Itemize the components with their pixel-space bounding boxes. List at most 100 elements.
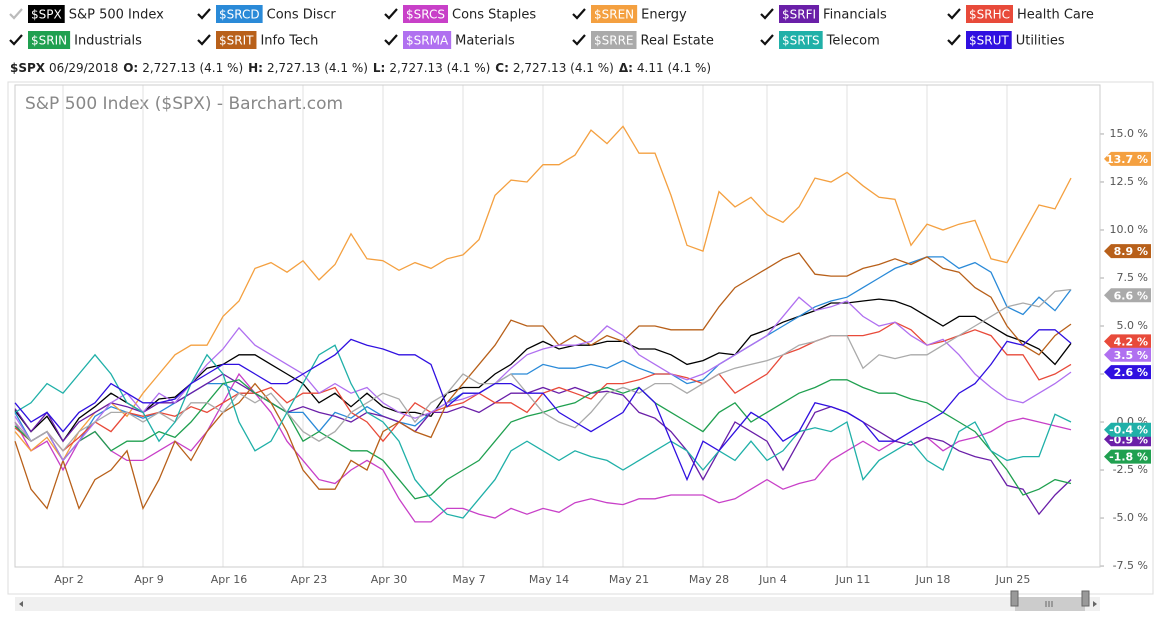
series-line [14, 125, 1072, 462]
legend-label: Info Tech [260, 34, 318, 49]
x-tick-label: Apr 9 [134, 573, 164, 586]
end-value-label: 3.5 % [1114, 349, 1148, 362]
checkbox[interactable] [9, 34, 23, 46]
ticker-box [966, 31, 1012, 49]
checkbox[interactable] [760, 8, 774, 20]
y-tick-label: 10.0 % [1110, 223, 1148, 236]
end-value-tag [1104, 347, 1151, 362]
ticker: $SRMA [406, 34, 449, 48]
field-key: Δ: [619, 61, 633, 75]
ticker-box [779, 5, 820, 23]
field-value: 4.11 (4.1 %) [637, 61, 711, 75]
checkbox[interactable] [384, 34, 398, 46]
legend-item[interactable]: $SRIT Info Tech [197, 31, 318, 49]
y-tick-label: 7.5 % [1117, 271, 1148, 284]
end-value-label: 4.2 % [1114, 335, 1148, 348]
ticker: $SREN [594, 8, 634, 22]
ticker-box [28, 31, 71, 49]
x-tick-label: May 21 [609, 573, 649, 586]
field-value: 2,727.13 (4.1 %) [513, 61, 614, 75]
scroll-grip [1045, 601, 1053, 607]
checkbox[interactable] [947, 8, 961, 20]
end-value-tag [1104, 422, 1151, 437]
checkbox[interactable] [947, 34, 961, 46]
x-tick-label: Apr 16 [211, 573, 248, 586]
ticker: $SRUT [969, 34, 1009, 48]
legend-item[interactable]: $SRUT Utilities [947, 31, 1065, 49]
chart-title: S&P 500 Index ($SPX) - Barchart.com [25, 94, 343, 114]
checkbox[interactable] [760, 34, 774, 46]
legend-label: Materials [455, 34, 515, 49]
y-tick-label: -2.5 % [1113, 463, 1148, 476]
legend-item[interactable]: $SRTS Telecom [760, 31, 880, 49]
end-value-label: 13.7 % [1106, 153, 1148, 166]
legend-label: Utilities [1016, 34, 1065, 49]
legend-label: Cons Staples [452, 8, 536, 23]
legend-item[interactable]: $SRCD Cons Discr [197, 5, 337, 23]
series-line [14, 329, 1072, 482]
scrollbar[interactable] [15, 597, 1100, 611]
scroll-handle[interactable] [1010, 590, 1019, 607]
legend-item[interactable]: $SRFI Financials [760, 5, 887, 23]
scroll-handle[interactable] [1081, 590, 1090, 607]
checkbox[interactable] [384, 8, 398, 20]
field-value: 2,727.13 (4.1 %) [389, 61, 490, 75]
checkbox[interactable] [197, 8, 211, 20]
field-value: 2,727.13 (4.1 %) [142, 61, 243, 75]
legend-item[interactable]: $SRHC Health Care [947, 5, 1094, 23]
plot-border [14, 84, 1101, 568]
scroll-right[interactable] [1093, 601, 1097, 607]
legend-label: Cons Discr [267, 8, 337, 23]
series-line [14, 288, 1072, 452]
end-value-label: -1.8 % [1109, 451, 1148, 464]
x-tick-label: Apr 30 [371, 573, 408, 586]
field-key: C: [495, 61, 509, 75]
end-value-label: 6.6 % [1114, 289, 1148, 302]
ticker-box [403, 31, 452, 49]
end-value-tag [1104, 334, 1151, 349]
scroll-left[interactable] [19, 601, 23, 607]
x-tick-label: May 14 [529, 573, 569, 586]
ticker: $SPX [31, 8, 62, 22]
legend-item[interactable]: $SPX S&P 500 Index [9, 5, 164, 23]
x-tick-label: Jun 18 [915, 573, 951, 586]
field-key: L: [373, 61, 385, 75]
ticker: $SRIT [219, 34, 254, 48]
ticker-box [591, 5, 638, 23]
scroll-thumb[interactable] [1015, 597, 1085, 611]
chart-frame [7, 81, 1154, 595]
plot: 15.0 %12.5 %10.0 %7.5 %5.0 %2.5 %0.0 %-2… [14, 84, 1151, 586]
quote-header: $SPX 06/29/2018 O: 2,727.13 (4.1 %) H: 2,727.… [10, 61, 711, 75]
legend-label: Industrials [74, 34, 142, 49]
y-tick-label: -5.0 % [1113, 511, 1148, 524]
ticker-box [216, 5, 263, 23]
legend-item[interactable]: $SRRE Real Estate [572, 31, 714, 49]
checkbox[interactable] [572, 8, 586, 20]
y-tick-label: -7.5 % [1113, 559, 1148, 572]
checkbox[interactable] [572, 34, 586, 46]
end-value-tag [1104, 449, 1151, 464]
ticker: $SRCS [406, 8, 445, 22]
legend-label: Energy [641, 8, 687, 23]
date: 06/29/2018 [49, 61, 118, 75]
checkbox[interactable] [197, 34, 211, 46]
legend-item[interactable]: $SREN Energy [572, 5, 687, 23]
ticker: $SRIN [31, 34, 67, 48]
y-tick-label: 5.0 % [1117, 319, 1148, 332]
end-value-label: 2.6 % [1114, 366, 1148, 379]
ticker-box [28, 5, 65, 23]
x-tick-label: Jun 11 [835, 573, 871, 586]
ticker-box [966, 5, 1013, 23]
field-key: H: [248, 61, 263, 75]
checkbox[interactable] [9, 8, 23, 20]
legend-item[interactable]: $SRIN Industrials [9, 31, 142, 49]
y-tick-label: 15.0 % [1110, 127, 1148, 140]
legend: $SPX S&P 500 Index $SRCD Cons Discr $SRCS Con… [9, 5, 1094, 49]
end-value-tag [1104, 151, 1151, 166]
legend-item[interactable]: $SRCS Cons Staples [384, 5, 536, 23]
ticker-box [591, 31, 637, 49]
y-tick-label: 12.5 % [1110, 175, 1148, 188]
ticker: $SRRE [594, 34, 634, 48]
ticker: $SRFI [782, 8, 816, 22]
legend-item[interactable]: $SRMA Materials [384, 31, 515, 49]
